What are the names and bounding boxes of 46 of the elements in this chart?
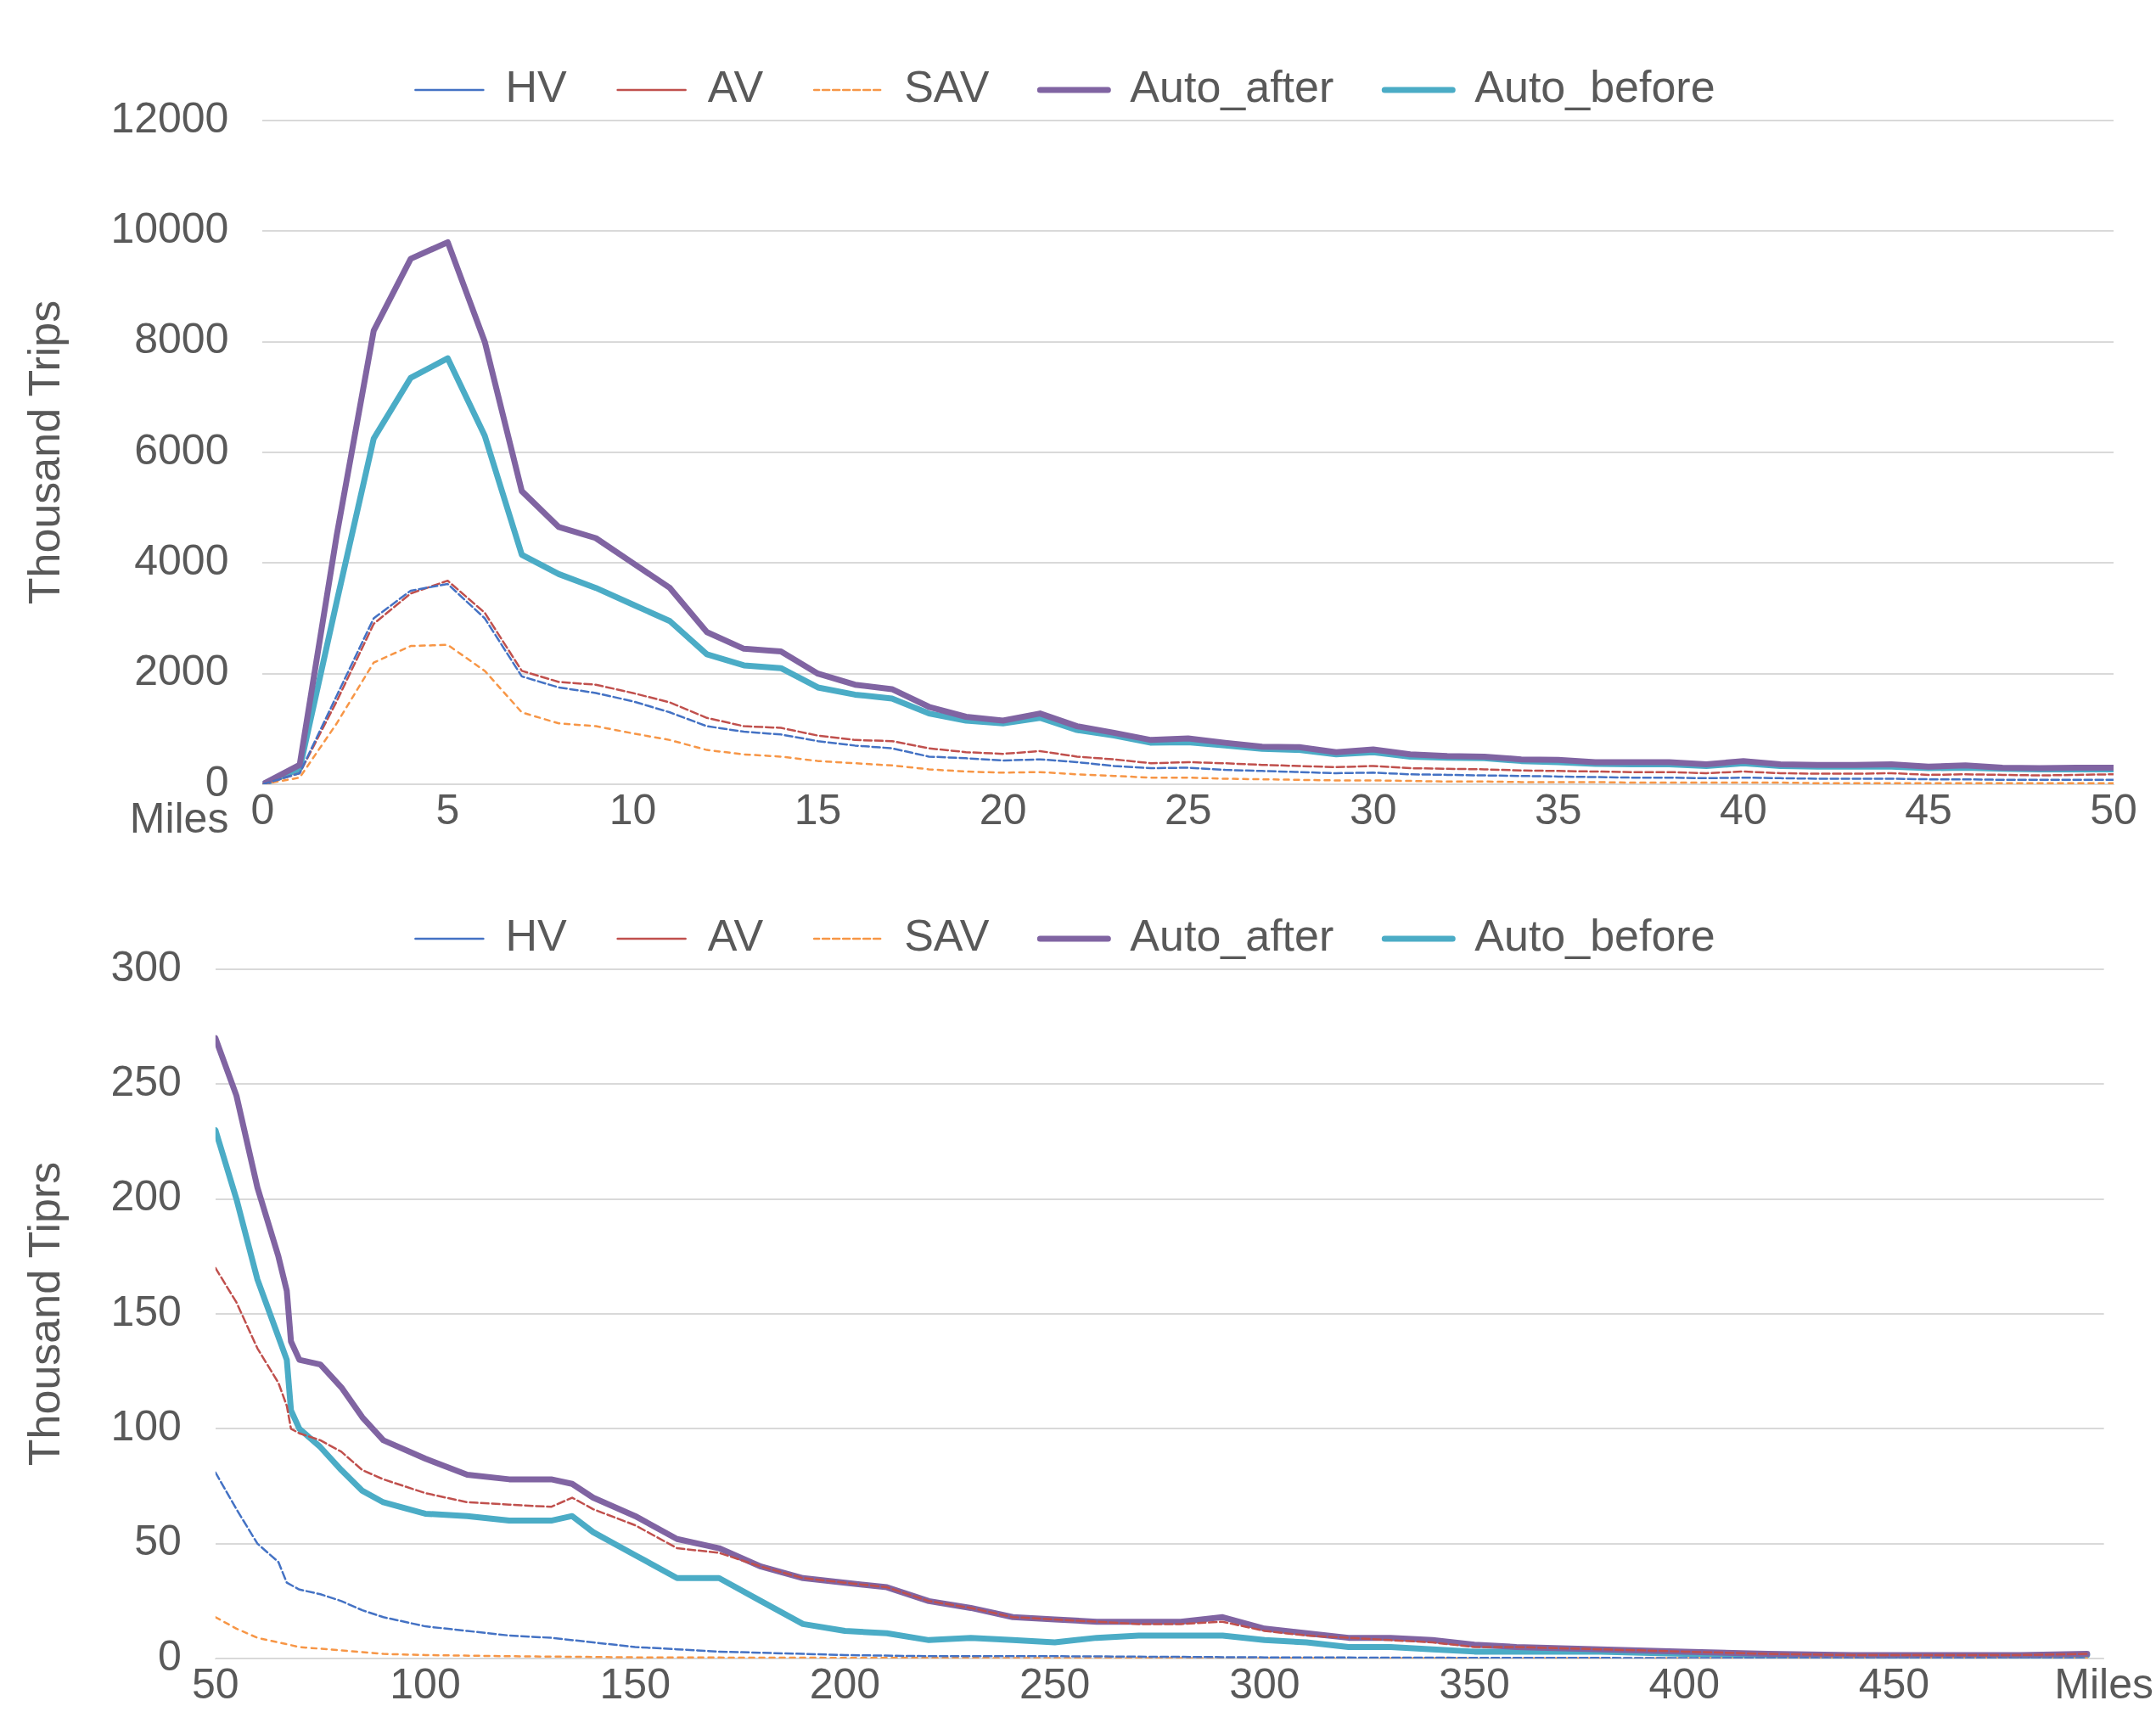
legend-label: SAV (904, 62, 990, 112)
x-tick-label: 45 (1905, 785, 1952, 833)
y-tick-label: 8000 (134, 315, 229, 363)
y-tick-label: 6000 (134, 425, 229, 474)
y-tick-label: 200 (110, 1172, 182, 1221)
x-tick-label: 250 (1019, 1659, 1091, 1708)
y-tick-label: 100 (110, 1402, 182, 1451)
y-axis-title: Thousand Tiprs (19, 1161, 69, 1467)
x-tick-label: 15 (794, 785, 842, 833)
line-series (215, 1266, 2089, 1657)
x-tick-label: 20 (979, 785, 1027, 833)
y-axis-title: Thousand Trips (19, 300, 69, 605)
y-tick-label: 300 (110, 942, 182, 991)
y-tick-label: 2000 (134, 647, 229, 695)
legend-label: Auto_after (1130, 62, 1334, 112)
x-tick-label: 40 (1720, 785, 1767, 833)
x-tick-label: 10 (609, 785, 657, 833)
x-tick-label: 150 (599, 1659, 671, 1708)
x-tick-label: 100 (390, 1659, 461, 1708)
x-tick-label: 400 (1648, 1659, 1720, 1708)
line-series (215, 1616, 2089, 1658)
x-tick-label: 0 (250, 785, 275, 833)
legend-label: HV (505, 62, 567, 112)
x-tick-label: 30 (1349, 785, 1397, 833)
y-tick-label: 12000 (110, 93, 229, 142)
x-tick-label: 50 (2090, 785, 2137, 833)
x-tick-label: 25 (1164, 785, 1212, 833)
legend-label: SAV (904, 911, 990, 961)
x-tick-label: 35 (1535, 785, 1582, 833)
legend-label: AV (707, 62, 764, 112)
x-tick-label: 5 (435, 785, 460, 833)
x-tick-label: 200 (809, 1659, 881, 1708)
y-tick-label: 4000 (134, 536, 229, 585)
y-tick-label: 150 (110, 1287, 182, 1335)
legend-label: Auto_before (1474, 911, 1715, 961)
legend-label: HV (505, 911, 567, 961)
x-tick-label: 350 (1439, 1659, 1510, 1708)
x-tick-label: Miles (2054, 1659, 2154, 1708)
y-tick-label: 50 (134, 1517, 182, 1565)
y-tick-label: 10000 (110, 205, 229, 253)
legend-label: AV (707, 911, 764, 961)
y-tick-label: 250 (110, 1058, 182, 1106)
legend-label: Auto_after (1130, 911, 1334, 961)
legend-label: Auto_before (1474, 62, 1715, 112)
x-tick-label: 300 (1229, 1659, 1300, 1708)
x-tick-label: 450 (1858, 1659, 1930, 1708)
